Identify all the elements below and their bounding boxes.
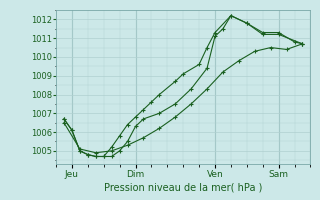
X-axis label: Pression niveau de la mer( hPa ): Pression niveau de la mer( hPa ): [104, 183, 262, 193]
